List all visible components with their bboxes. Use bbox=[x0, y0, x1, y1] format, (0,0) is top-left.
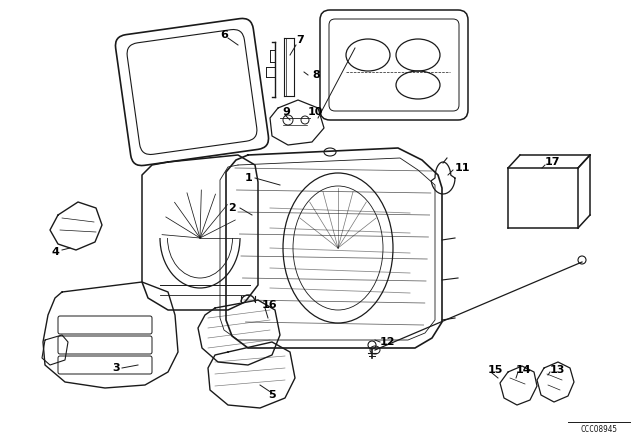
Text: 11: 11 bbox=[455, 163, 470, 173]
Text: 16: 16 bbox=[262, 300, 278, 310]
Text: 7: 7 bbox=[296, 35, 304, 45]
Text: 17: 17 bbox=[545, 157, 561, 167]
Text: 10: 10 bbox=[308, 107, 323, 117]
Text: 8: 8 bbox=[312, 70, 320, 80]
Text: 14: 14 bbox=[516, 365, 532, 375]
Text: 1: 1 bbox=[245, 173, 253, 183]
Text: 9: 9 bbox=[282, 107, 290, 117]
Text: 13: 13 bbox=[550, 365, 565, 375]
Text: 15: 15 bbox=[488, 365, 504, 375]
Text: 3: 3 bbox=[112, 363, 120, 373]
Text: CCCO8945: CCCO8945 bbox=[580, 426, 618, 435]
Text: 4: 4 bbox=[52, 247, 60, 257]
Text: 12: 12 bbox=[380, 337, 396, 347]
Text: 5: 5 bbox=[268, 390, 276, 400]
Text: 2: 2 bbox=[228, 203, 236, 213]
Text: 6: 6 bbox=[220, 30, 228, 40]
